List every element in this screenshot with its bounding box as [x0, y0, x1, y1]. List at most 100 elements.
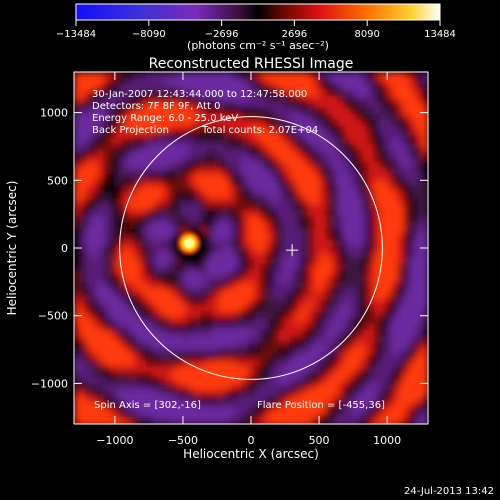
heatmap-cell — [278, 168, 285, 175]
heatmap-cell — [296, 144, 303, 151]
heatmap-cell — [98, 132, 105, 139]
heatmap-cell — [182, 156, 189, 163]
heatmap-cell — [224, 186, 231, 193]
heatmap-cell — [218, 318, 225, 325]
heatmap-cell — [398, 84, 405, 91]
heatmap-cell — [386, 312, 393, 319]
heatmap-cell — [98, 90, 105, 97]
heatmap-cell — [272, 378, 279, 385]
heatmap-cell — [380, 300, 387, 307]
heatmap-cell — [308, 390, 315, 397]
heatmap-cell — [368, 372, 375, 379]
heatmap-cell — [332, 354, 339, 361]
heatmap-cell — [182, 198, 189, 205]
heatmap-cell — [242, 102, 249, 109]
heatmap-cell — [230, 186, 237, 193]
heatmap-cell — [158, 222, 165, 229]
heatmap-cell — [86, 324, 93, 331]
heatmap-cell — [248, 258, 255, 265]
heatmap-cell — [386, 216, 393, 223]
heatmap-cell — [122, 258, 129, 265]
heatmap-cell — [170, 378, 177, 385]
heatmap-cell — [236, 144, 243, 151]
heatmap-cell — [386, 324, 393, 331]
heatmap-cell — [140, 108, 147, 115]
heatmap-cell — [266, 282, 273, 289]
heatmap-cell — [326, 174, 333, 181]
heatmap-cell — [110, 324, 117, 331]
heatmap-cell — [386, 114, 393, 121]
heatmap-cell — [74, 294, 81, 301]
heatmap-cell — [332, 420, 339, 424]
heatmap-cell — [392, 264, 399, 271]
heatmap-cell — [110, 84, 117, 91]
heatmap-cell — [326, 288, 333, 295]
heatmap-cell — [386, 186, 393, 193]
heatmap-cell — [140, 324, 147, 331]
heatmap-cell — [404, 372, 411, 379]
heatmap-cell — [278, 138, 285, 145]
heatmap-cell — [422, 414, 428, 421]
heatmap-cell — [212, 324, 219, 331]
heatmap-cell — [284, 168, 291, 175]
heatmap-cell — [104, 84, 111, 91]
heatmap-cell — [128, 252, 135, 259]
heatmap-cell — [344, 258, 351, 265]
heatmap-cell — [350, 246, 357, 253]
heatmap-cell — [410, 168, 417, 175]
heatmap-cell — [86, 330, 93, 337]
heatmap-cell — [236, 234, 243, 241]
heatmap-cell — [404, 96, 411, 103]
heatmap-cell — [188, 312, 195, 319]
heatmap-cell — [98, 246, 105, 253]
heatmap-cell — [80, 294, 87, 301]
heatmap-cell — [380, 234, 387, 241]
heatmap-cell — [254, 420, 261, 424]
heatmap-cell — [212, 252, 219, 259]
heatmap-cell — [392, 216, 399, 223]
heatmap-cell — [332, 348, 339, 355]
heatmap-cell — [332, 312, 339, 319]
heatmap-cell — [104, 168, 111, 175]
heatmap-cell — [98, 300, 105, 307]
heatmap-cell — [248, 294, 255, 301]
heatmap-cell — [272, 144, 279, 151]
heatmap-cell — [332, 324, 339, 331]
heatmap-cell — [326, 84, 333, 91]
heatmap-cell — [134, 228, 141, 235]
heatmap-cell — [278, 246, 285, 253]
heatmap-cell — [110, 150, 117, 157]
heatmap-cell — [320, 228, 327, 235]
heatmap-cell — [176, 408, 183, 415]
heatmap-cell — [218, 366, 225, 373]
heatmap-cell — [170, 186, 177, 193]
heatmap-cell — [134, 288, 141, 295]
heatmap-cell — [398, 384, 405, 391]
heatmap-cell — [416, 396, 423, 403]
heatmap-cell — [422, 126, 428, 133]
heatmap-cell — [158, 318, 165, 325]
heatmap-cell — [386, 258, 393, 265]
heatmap-cell — [356, 180, 363, 187]
heatmap-cell — [122, 180, 129, 187]
heatmap-cell — [242, 270, 249, 277]
heatmap-cell — [170, 324, 177, 331]
heatmap-cell — [98, 72, 105, 79]
heatmap-cell — [278, 90, 285, 97]
heatmap-cell — [308, 198, 315, 205]
heatmap-cell — [404, 318, 411, 325]
heatmap-cell — [410, 180, 417, 187]
heatmap-cell — [284, 114, 291, 121]
heatmap-cell — [134, 420, 141, 424]
heatmap-cell — [416, 402, 423, 409]
heatmap-cell — [314, 348, 321, 355]
heatmap-cell — [158, 150, 165, 157]
heatmap-cell — [206, 132, 213, 139]
heatmap-cell — [104, 288, 111, 295]
heatmap-cell — [146, 402, 153, 409]
heatmap-cell — [272, 246, 279, 253]
heatmap-cell — [260, 258, 267, 265]
heatmap-cell — [134, 216, 141, 223]
heatmap-cell — [326, 294, 333, 301]
heatmap-cell — [338, 396, 345, 403]
